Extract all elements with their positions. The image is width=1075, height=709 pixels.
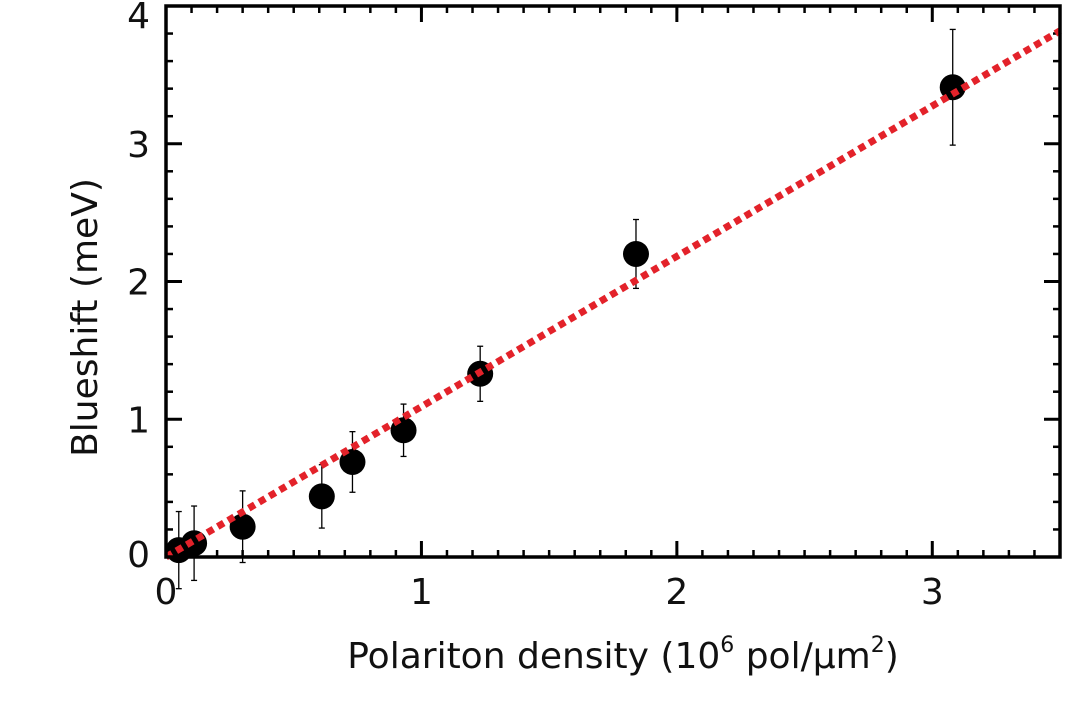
x-title-exponent-2: 2 [871,633,885,658]
y-tick-label: 4 [127,0,150,37]
data-point [622,240,649,267]
x-tick-label: 0 [155,572,178,613]
y-tick-label: 1 [127,400,150,441]
error-bars [175,28,956,590]
x-title-exponent-1: 6 [720,633,734,658]
x-title-middle: pol/μm [734,636,870,677]
data-point [308,483,335,510]
data-point [339,448,366,475]
x-title-suffix: ) [885,636,899,677]
data-point [181,530,208,557]
fit-line [164,27,1062,561]
x-tick-label: 2 [665,572,688,613]
plot-frame [164,4,1062,559]
y-tick-label: 0 [127,535,150,576]
y-tick-label: 3 [127,125,150,166]
tick-labels: 0 1 2 3 0 1 2 3 4 [127,0,944,613]
y-tick-label: 2 [127,263,150,304]
x-tick-label: 1 [410,572,433,613]
x-title-prefix: Polariton density (10 [347,636,720,677]
x-tick-label: 3 [921,572,944,613]
y-axis-title: Blueshift (meV) [65,178,106,457]
x-axis-title: Polariton density (106 pol/μm2) [347,633,899,677]
data-point [229,513,256,540]
